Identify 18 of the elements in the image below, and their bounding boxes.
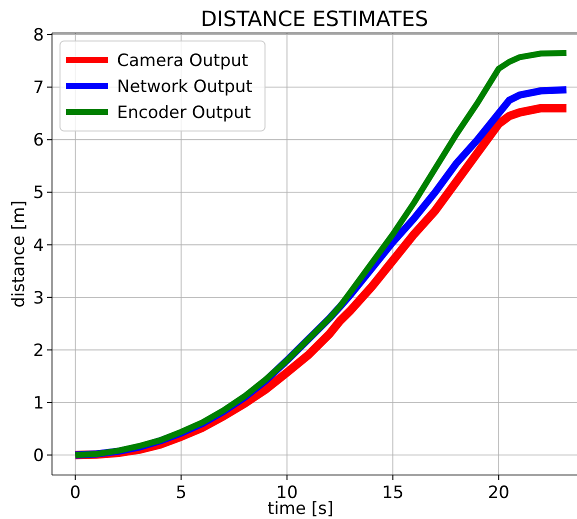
y-tick-label: 4 xyxy=(33,236,44,256)
x-tick-label: 5 xyxy=(176,483,187,503)
legend-label: Encoder Output xyxy=(117,103,252,123)
x-tick-label: 0 xyxy=(70,483,81,503)
y-tick-label: 6 xyxy=(33,130,44,151)
y-tick-label: 1 xyxy=(33,393,44,414)
y-tick-label: 0 xyxy=(33,446,44,466)
y-tick-label: 3 xyxy=(33,288,44,308)
legend-label: Network Output xyxy=(117,77,253,97)
x-tick-label: 20 xyxy=(488,483,510,503)
y-axis-title: distance [m] xyxy=(9,200,29,308)
y-tick-label: 7 xyxy=(33,78,44,98)
y-tick-label: 2 xyxy=(33,340,44,361)
y-tick-label: 8 xyxy=(33,26,44,46)
x-tick-label: 15 xyxy=(382,483,404,503)
legend-label: Camera Output xyxy=(117,51,249,71)
y-tick-label: 5 xyxy=(33,183,44,204)
chart-title: DISTANCE ESTIMATES xyxy=(200,7,428,31)
